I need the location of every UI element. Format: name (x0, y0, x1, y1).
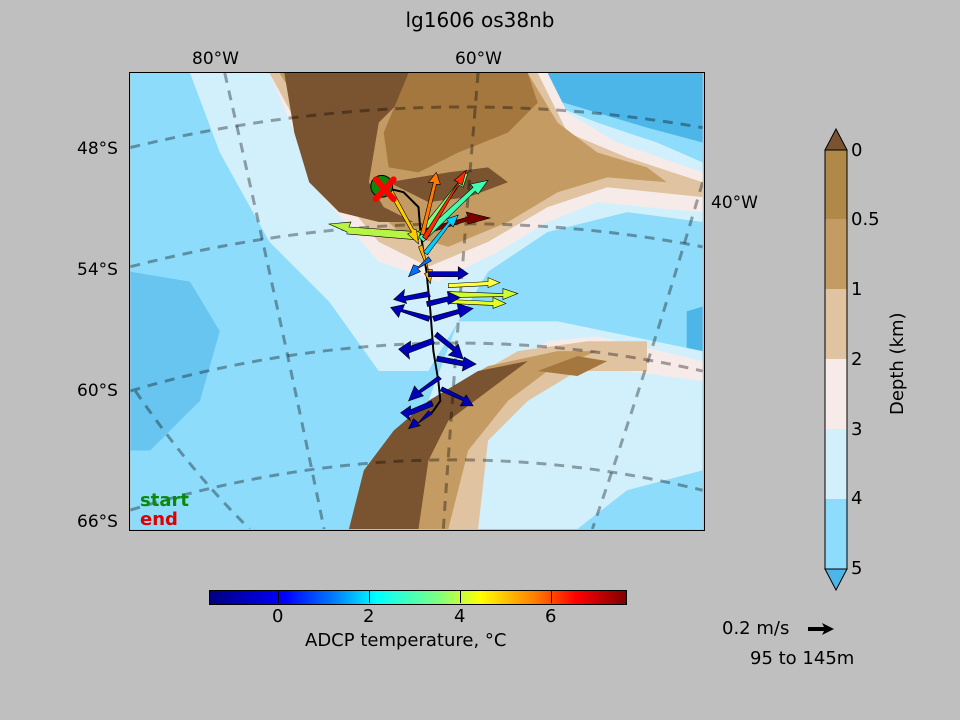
bathymetry-map (129, 72, 705, 531)
velocity-arrows-south (390, 266, 477, 430)
velocity-arrow (439, 386, 474, 407)
andes-land (284, 73, 414, 223)
velocity-arrow (431, 303, 474, 322)
scale-depth-range: 95 to 145m (750, 648, 855, 669)
legend-end: end (140, 509, 178, 530)
end-marker-stroke (372, 176, 397, 203)
depth-colorbar-top-arrow (824, 128, 848, 151)
velocity-arrows-north (327, 169, 519, 309)
grid-lat-48s (130, 105, 703, 149)
temperature-tick: 0 (272, 606, 284, 627)
depth-band-0-0.5 (825, 150, 847, 219)
antarctic-peninsula (348, 361, 528, 529)
velocity-arrow (447, 297, 507, 309)
velocity-arrow (423, 214, 459, 256)
grid-lat-66s (130, 458, 703, 512)
depth-colorbar-label: Depth (km) (887, 312, 908, 415)
depth-colorbar-bottom-arrow (824, 568, 848, 592)
velocity-arrow (390, 304, 431, 322)
grid-lon-80w (223, 73, 326, 529)
ship-track (383, 186, 442, 417)
grid-lat-54s (130, 222, 703, 269)
peninsula-shelf (368, 351, 598, 529)
depth-tick: 0.5 (851, 209, 880, 230)
velocity-arrow (407, 256, 432, 278)
depth-band-1-2 (825, 289, 847, 359)
patagonia-land (383, 73, 538, 173)
temperature-colorbar-label: ADCP temperature, °C (305, 630, 507, 651)
temperature-tick: 2 (363, 606, 375, 627)
temperature-tick-line (460, 590, 461, 603)
temperature-colorbar (209, 590, 627, 605)
velocity-arrow (420, 171, 441, 236)
lon-label-80w: 80°W (192, 49, 239, 69)
scale-arrow-shape (808, 623, 834, 635)
figure-title: lg1606 os38nb (405, 8, 555, 32)
velocity-arrow (428, 266, 469, 281)
scale-speed-label: 0.2 m/s (722, 618, 790, 639)
legend-start: start (140, 490, 189, 511)
velocity-arrow (433, 331, 464, 360)
depth-band-4-5 (825, 499, 847, 569)
depth-tick: 1 (851, 279, 863, 300)
velocity-arrow (393, 288, 431, 304)
lon-label-40w: 40°W (711, 193, 758, 213)
velocity-arrow (436, 355, 477, 372)
temperature-tick-line (278, 590, 279, 603)
lat-label-60s: 60°S (77, 381, 118, 401)
lat-label-48s: 48°S (77, 139, 118, 159)
deep-basin-north (527, 73, 703, 143)
depth-tick: 4 (851, 488, 863, 509)
temperature-tick: 4 (454, 606, 466, 627)
temperature-tick-line (369, 590, 370, 603)
depth-band-2-3 (825, 359, 847, 429)
depth-colorbar (824, 128, 848, 592)
velocity-arrow (408, 375, 442, 402)
velocity-arrow (447, 277, 501, 289)
temperature-tick: 6 (545, 606, 557, 627)
deep-basin-west (130, 271, 220, 451)
depth-tick: 3 (851, 419, 863, 440)
velocity-arrow (426, 291, 461, 307)
depth-tick: 0 (851, 140, 863, 161)
velocity-arrow (422, 169, 467, 241)
depth-tick: 2 (851, 349, 863, 370)
velocity-arrow (400, 400, 434, 422)
depth-tick: 5 (851, 558, 863, 579)
depth-band-0.5-1 (825, 219, 847, 289)
end-marker (372, 176, 397, 203)
velocity-arrow (398, 337, 435, 360)
depth-band-3-4 (825, 429, 847, 499)
depth-colorbar-frame (824, 149, 848, 570)
velocity-arrow (418, 179, 489, 243)
lon-label-60w: 60°W (455, 49, 502, 69)
grid-lon-100w (134, 390, 251, 529)
temperature-tick-line (551, 590, 552, 603)
lat-label-54s: 54°S (77, 260, 118, 280)
velocity-arrow (327, 221, 421, 241)
south-orkney (537, 356, 608, 377)
scale-arrow-icon (808, 623, 834, 635)
lat-label-66s: 66°S (77, 512, 118, 532)
velocity-arrow (388, 189, 419, 245)
velocity-arrow (407, 410, 433, 430)
map-svg (130, 73, 703, 529)
